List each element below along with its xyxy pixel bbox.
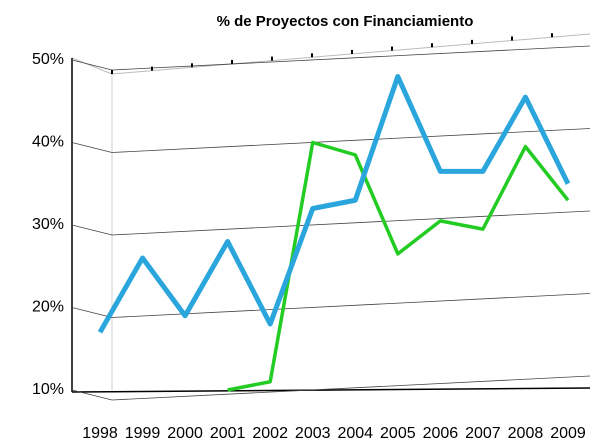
x-tick-label: 2005 [380,425,416,442]
x-tick-label: 2001 [210,425,246,442]
x-tick-label: 1998 [82,425,118,442]
x-tick-label: 2004 [337,425,373,442]
x-tick-label: 2006 [423,425,459,442]
grid-line [71,375,590,401]
grid-line [71,45,590,71]
x-tick-label: 2008 [508,425,544,442]
x-tick-label: 2003 [295,425,331,442]
series-line [97,74,571,334]
y-tick-label: 10% [32,381,64,398]
x-tick-label: 2009 [550,425,586,442]
chart-title: % de Proyectos con Financiamiento [217,13,474,30]
y-tick-label: 30% [32,216,64,233]
x-tick-label: 2002 [252,425,288,442]
y-tick-label: 20% [32,299,64,316]
grid-line [71,210,590,236]
grid-line [71,293,590,318]
series-line [227,140,570,392]
y-tick-label: 50% [32,51,64,68]
x-axis [71,387,590,393]
x-tick-label: 2000 [167,425,203,442]
y-tick-label: 40% [32,134,64,151]
x-tick-label: 2007 [465,425,501,442]
grid-line [71,128,590,153]
x-tick-label: 1999 [125,425,161,442]
